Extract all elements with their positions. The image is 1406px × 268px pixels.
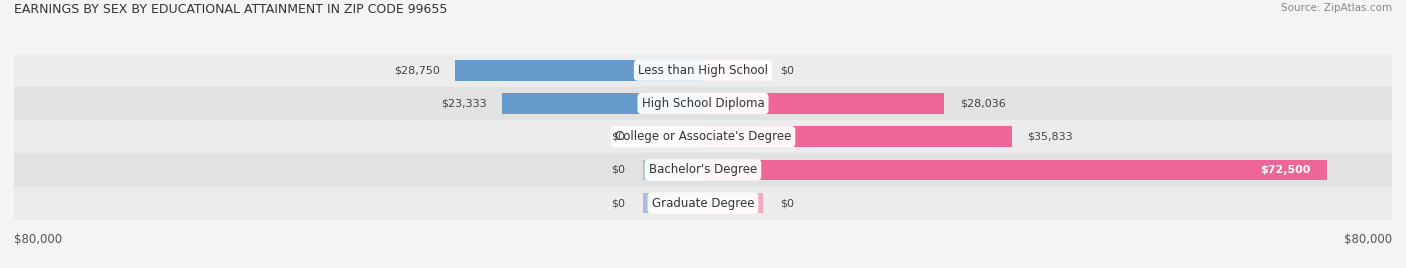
Bar [14,120,1392,153]
Text: High School Diploma: High School Diploma [641,97,765,110]
Text: $28,036: $28,036 [960,98,1005,109]
Text: $0: $0 [780,65,794,75]
Bar [14,54,1392,87]
Bar [643,193,703,213]
Text: $0: $0 [780,198,794,208]
Text: Less than High School: Less than High School [638,64,768,77]
Text: $72,500: $72,500 [1260,165,1310,175]
Bar [703,193,763,213]
Bar [703,126,1011,147]
Text: $28,750: $28,750 [394,65,440,75]
Bar [14,87,1392,120]
Bar [643,126,703,147]
Text: $0: $0 [612,132,626,142]
Bar [703,60,763,80]
Text: Bachelor's Degree: Bachelor's Degree [650,163,756,176]
Text: $0: $0 [612,165,626,175]
Text: $35,833: $35,833 [1028,132,1073,142]
Bar [502,93,703,114]
Bar [703,160,1327,180]
Bar [14,153,1392,187]
Text: $0: $0 [612,198,626,208]
Bar [14,187,1392,220]
Bar [643,160,703,180]
Text: $80,000: $80,000 [1344,233,1392,246]
Text: $80,000: $80,000 [14,233,62,246]
Text: $23,333: $23,333 [441,98,486,109]
Text: Source: ZipAtlas.com: Source: ZipAtlas.com [1281,3,1392,13]
Bar [456,60,703,80]
Bar [703,93,945,114]
Text: EARNINGS BY SEX BY EDUCATIONAL ATTAINMENT IN ZIP CODE 99655: EARNINGS BY SEX BY EDUCATIONAL ATTAINMEN… [14,3,447,16]
Text: Graduate Degree: Graduate Degree [652,197,754,210]
Text: College or Associate's Degree: College or Associate's Degree [614,130,792,143]
